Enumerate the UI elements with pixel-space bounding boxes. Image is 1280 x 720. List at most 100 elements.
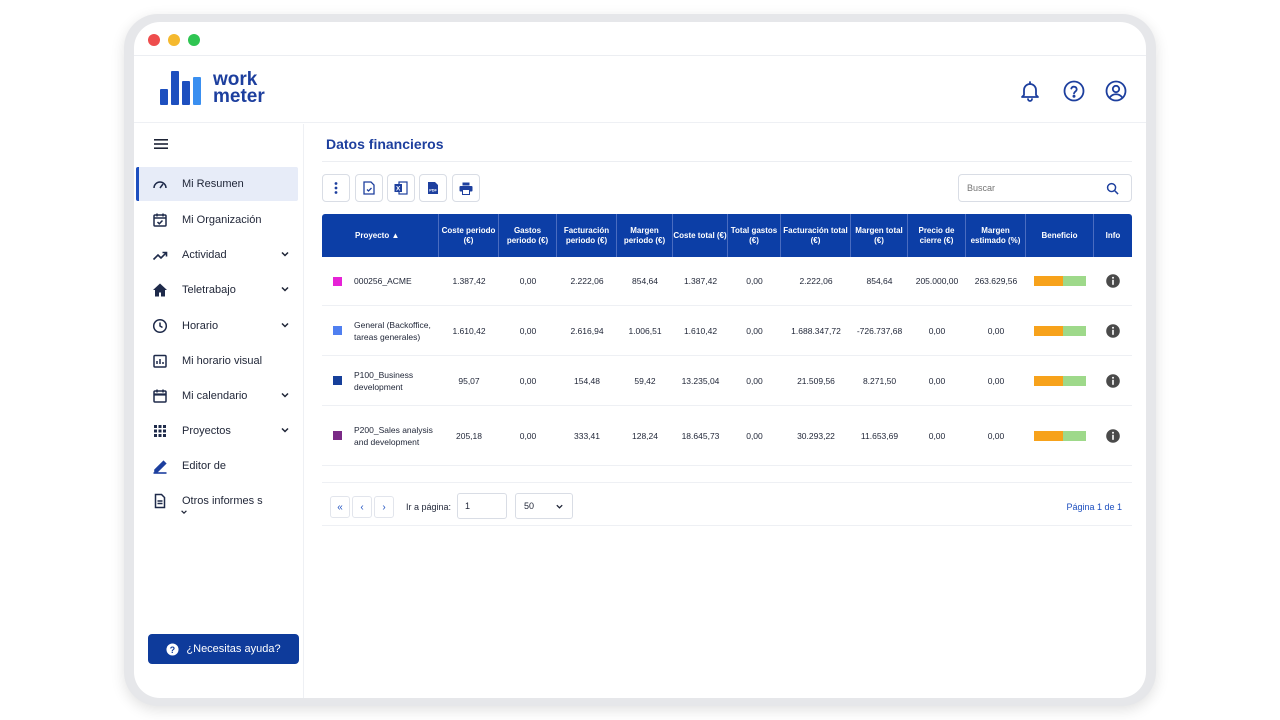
project-name: P100_Business development: [354, 369, 414, 392]
search-box[interactable]: [958, 174, 1132, 202]
sidebar-item-proyectos[interactable]: Proyectos: [136, 414, 298, 448]
financial-data-table: Proyecto ▲ Coste periodo (€) Gastos peri…: [322, 214, 1132, 466]
export-pdf-button[interactable]: PDF: [419, 174, 447, 202]
info-icon[interactable]: [1106, 323, 1120, 338]
cell-facturacion-total: 2.222,06: [799, 276, 833, 286]
export-csv-icon: [363, 181, 375, 195]
cell-facturacion-total: 30.293,22: [797, 430, 835, 441]
column-header-facturacion-periodo[interactable]: Facturación periodo (€): [557, 214, 617, 257]
column-header-margen-periodo[interactable]: Margen periodo (€): [617, 214, 673, 257]
logo-text-line1: work: [213, 69, 258, 90]
more-options-button[interactable]: [322, 174, 350, 202]
cell-facturacion-periodo: 154,48: [574, 375, 600, 386]
sidebar-item-label: Mi horario visual: [182, 355, 263, 367]
bell-icon[interactable]: [1018, 79, 1042, 103]
column-header-margen-estimado[interactable]: Margen estimado (%): [966, 214, 1026, 257]
workmeter-logo[interactable]: work meter: [160, 69, 265, 107]
cell-coste-total: 18.645,73: [681, 430, 720, 441]
cell-facturacion-periodo: 2.616,94: [570, 325, 604, 336]
logo-text-line2: meter: [213, 86, 265, 107]
logo-bars-icon: [160, 71, 201, 105]
goto-page-input[interactable]: [457, 493, 507, 519]
first-page-button[interactable]: «: [330, 496, 350, 518]
column-header-facturacion-total[interactable]: Facturación total (€): [781, 214, 851, 257]
cell-margen-estimado: 0,00: [987, 430, 1005, 441]
sidebar-item-actividad[interactable]: Actividad: [136, 238, 298, 272]
benefit-bar: [1034, 375, 1086, 386]
hamburger-menu-icon[interactable]: [154, 138, 168, 150]
chevron-down-icon: [181, 510, 187, 515]
cell-margen-total: -726.737,68: [856, 325, 903, 336]
print-icon: [459, 182, 473, 195]
column-header-gastos-periodo[interactable]: Gastos periodo (€): [499, 214, 557, 257]
page-title: Datos financieros: [326, 136, 444, 152]
cell-margen-estimado: 0,00: [987, 375, 1005, 386]
column-header-coste-periodo[interactable]: Coste periodo (€): [439, 214, 499, 257]
cell-coste-total: 13.235,04: [681, 375, 720, 386]
info-icon[interactable]: [1106, 373, 1120, 388]
maximize-window-button[interactable]: [188, 34, 200, 46]
project-color-swatch: [333, 431, 342, 440]
goto-page-label: Ir a página:: [406, 502, 452, 512]
column-header-info: Info: [1105, 230, 1121, 240]
help-button[interactable]: ? ¿Necesitas ayuda?: [148, 634, 299, 664]
export-csv-button[interactable]: [355, 174, 383, 202]
help-circle-icon[interactable]: [1062, 79, 1086, 103]
search-input[interactable]: [967, 183, 1097, 193]
cell-total-gastos: 0,00: [746, 276, 763, 286]
column-header-total-gastos[interactable]: Total gastos (€): [728, 214, 781, 257]
sidebar: Mi Resumen Mi Organización Actividad Tel…: [134, 124, 304, 698]
sidebar-item-horario[interactable]: Horario: [136, 309, 298, 343]
table-row[interactable]: P100_Business development 95,07 0,00 154…: [322, 356, 1132, 406]
user-circle-icon[interactable]: [1104, 79, 1128, 103]
trend-line-icon: [152, 251, 168, 261]
speedometer-icon: [153, 181, 167, 189]
table-row[interactable]: General (Backoffice, tareas generales) 1…: [322, 306, 1132, 356]
sidebar-item-otros-informes[interactable]: Otros informes s: [136, 484, 298, 518]
table-row[interactable]: 000256_ACME 1.387,42 0,00 2.222,06 854,6…: [322, 257, 1132, 306]
column-header-proyecto[interactable]: Proyecto ▲: [322, 214, 439, 257]
sidebar-item-mi-organizacion[interactable]: Mi Organización: [136, 203, 298, 237]
app-window: work meter Mi Resumen Mi Organización Ac…: [134, 22, 1146, 698]
cell-coste-periodo: 205,18: [456, 430, 482, 441]
sidebar-item-label: Editor de: [182, 460, 227, 472]
table-header: Proyecto ▲ Coste periodo (€) Gastos peri…: [322, 214, 1132, 257]
sidebar-item-label: Teletrabajo: [182, 284, 236, 296]
sidebar-item-mi-calendario[interactable]: Mi calendario: [136, 379, 298, 413]
prev-page-button[interactable]: ‹: [352, 496, 372, 518]
column-header-precio-cierre[interactable]: Precio de cierre (€): [908, 214, 966, 257]
column-header-beneficio[interactable]: Beneficio: [1026, 214, 1094, 257]
page-size-value: 50: [524, 501, 535, 511]
column-header-coste-total[interactable]: Coste total (€): [673, 214, 728, 257]
sidebar-item-mi-horario-visual[interactable]: Mi horario visual: [136, 344, 298, 378]
sidebar-item-teletrabajo[interactable]: Teletrabajo: [136, 273, 298, 307]
sidebar-item-label: Mi Resumen: [182, 178, 244, 190]
cell-margen-total: 854,64: [866, 276, 893, 286]
sidebar-item-editor-de[interactable]: Editor de: [136, 449, 298, 483]
sidebar-item-mi-resumen[interactable]: Mi Resumen: [136, 167, 298, 201]
cell-gastos-periodo: 0,00: [519, 325, 537, 336]
export-excel-button[interactable]: X: [387, 174, 415, 202]
page-size-select[interactable]: 50: [515, 493, 573, 519]
minimize-window-button[interactable]: [168, 34, 180, 46]
search-icon[interactable]: [1106, 182, 1119, 195]
cell-coste-periodo: 95,07: [458, 375, 480, 386]
info-icon[interactable]: [1106, 428, 1120, 443]
next-page-button[interactable]: ›: [374, 496, 394, 518]
table-row[interactable]: P200_Sales analysis and development 205,…: [322, 406, 1132, 466]
window-titlebar: [134, 22, 1146, 56]
chart-calendar-icon: [153, 354, 167, 368]
close-window-button[interactable]: [148, 34, 160, 46]
chevron-down-icon: [281, 392, 289, 398]
benefit-bar: [1034, 430, 1086, 441]
title-divider: [322, 161, 1132, 162]
cell-precio-cierre: 0,00: [928, 325, 946, 336]
home-icon: [153, 283, 167, 297]
info-icon[interactable]: [1106, 274, 1120, 288]
cell-coste-periodo: 1.387,42: [452, 276, 486, 286]
cell-total-gastos: 0,00: [746, 430, 763, 441]
chevron-down-icon: [281, 286, 289, 292]
print-button[interactable]: [452, 174, 480, 202]
sidebar-item-label: Proyectos: [182, 425, 231, 437]
column-header-margen-total[interactable]: Margen total (€): [851, 214, 908, 257]
